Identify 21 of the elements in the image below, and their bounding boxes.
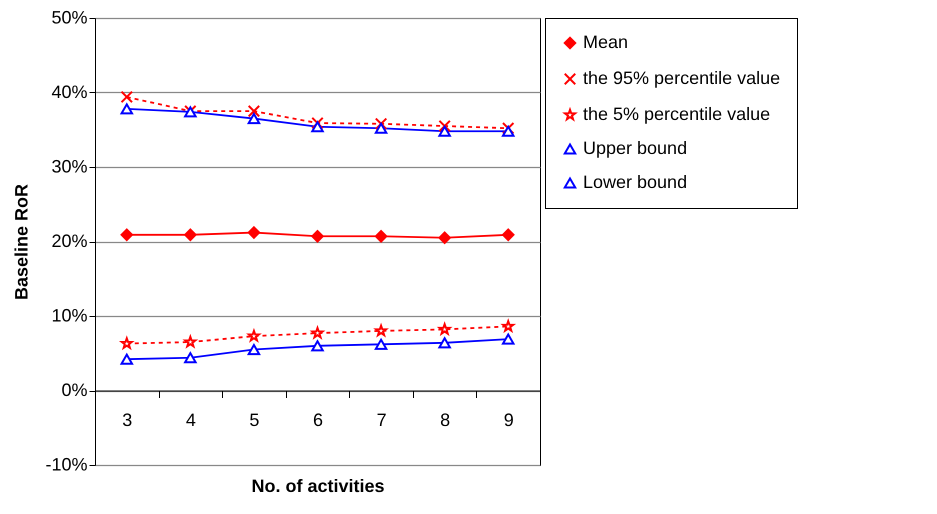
legend-label: the 5% percentile value [583, 104, 770, 124]
y-tick-label: 0% [61, 380, 88, 400]
y-axis-title: Baseline RoR [11, 184, 32, 300]
y-tick-label: 50% [51, 8, 88, 28]
x-tick-label: 7 [376, 410, 387, 430]
legend-label: Upper bound [583, 138, 688, 158]
legend-label: Mean [583, 32, 628, 52]
legend-label: the 95% percentile value [583, 68, 780, 88]
x-axis-title: No. of activities [251, 476, 385, 496]
y-tick-label: 40% [51, 82, 88, 102]
x-tick-label: 5 [249, 410, 260, 430]
x-tick-label: 4 [186, 410, 196, 430]
x-tick-label: 9 [504, 410, 514, 430]
x-tick-label: 8 [440, 410, 450, 430]
y-tick-label: 10% [51, 306, 88, 326]
x-tick-label: 6 [312, 410, 324, 430]
legend-label: Lower bound [583, 172, 688, 192]
y-tick-label: 20% [51, 231, 88, 251]
y-tick-label: 30% [51, 156, 88, 176]
x-tick-label: 3 [122, 410, 132, 430]
y-tick-label: -10% [45, 454, 88, 474]
